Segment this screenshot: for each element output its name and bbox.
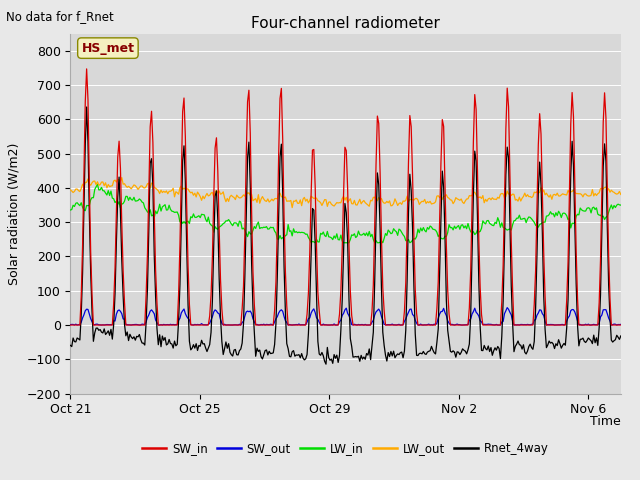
Title: Four-channel radiometer: Four-channel radiometer — [251, 16, 440, 31]
Text: HS_met: HS_met — [81, 42, 134, 55]
Text: Time: Time — [590, 415, 621, 428]
Text: No data for f_Rnet: No data for f_Rnet — [6, 10, 114, 23]
Y-axis label: Solar radiation (W/m2): Solar radiation (W/m2) — [8, 143, 20, 285]
Legend: SW_in, SW_out, LW_in, LW_out, Rnet_4way: SW_in, SW_out, LW_in, LW_out, Rnet_4way — [138, 437, 554, 460]
